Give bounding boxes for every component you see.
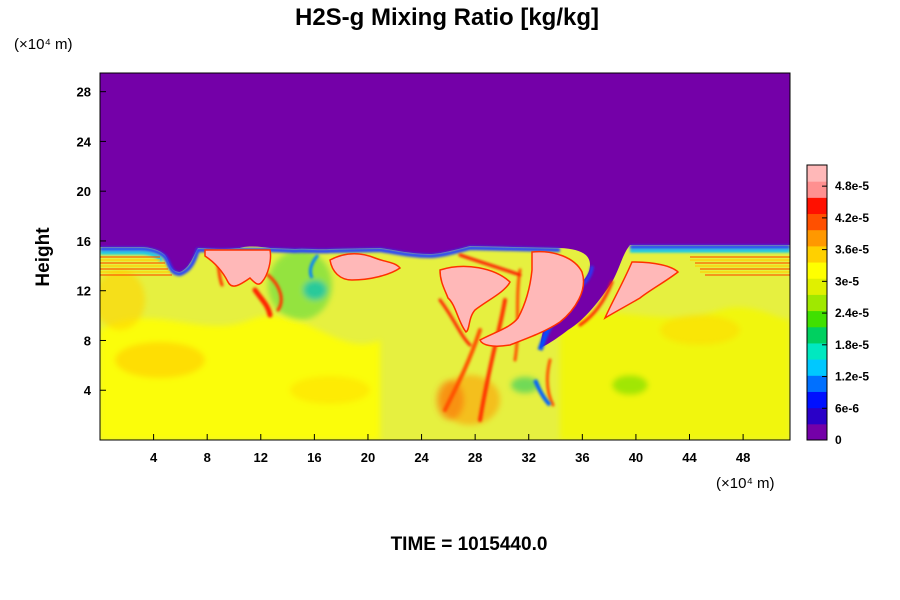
y-tick-label: 28	[77, 85, 91, 100]
plot-area	[100, 73, 790, 440]
x-tick-label: 12	[254, 450, 268, 465]
colorbar-band	[807, 165, 827, 182]
x-tick-label: 40	[629, 450, 643, 465]
field-patch	[100, 270, 145, 330]
eddy	[308, 254, 320, 279]
colorbar-band	[807, 213, 827, 231]
chart-title: H2S-g Mixing Ratio [kg/kg]	[295, 4, 599, 31]
field-patch	[290, 376, 370, 404]
x-axis: 4 8 12 16 20 24 28 32 36 40 44 48	[150, 434, 750, 465]
y-tick-label: 16	[77, 234, 91, 249]
colorbar-band	[807, 278, 827, 295]
pink-plumes	[204, 249, 680, 347]
filament	[545, 358, 555, 407]
colorbar-tick-label: 2.4e-5	[835, 306, 869, 320]
wave-stripe	[690, 256, 790, 276]
x-tick-label: 8	[204, 450, 211, 465]
x-unit-label: (×10⁴ m)	[716, 475, 775, 492]
pink-plume	[204, 249, 272, 287]
y-tick-label: 8	[84, 333, 91, 348]
filament	[478, 298, 507, 422]
field-patch	[303, 280, 327, 300]
colorbar-band	[807, 391, 827, 409]
x-tick-label: 28	[468, 450, 482, 465]
colorbar-band	[807, 229, 827, 247]
filament	[513, 268, 522, 362]
filament	[266, 273, 283, 312]
time-label: TIME = 1015440.0	[391, 534, 548, 555]
y-tick-label: 12	[77, 284, 91, 299]
colorbar-band	[807, 181, 827, 198]
pink-plume	[479, 250, 585, 347]
colorbar-band	[807, 359, 827, 376]
y-tick-label: 24	[77, 134, 92, 149]
filament	[458, 253, 522, 277]
x-tick-label: 44	[682, 450, 697, 465]
colorbar-band	[807, 294, 827, 312]
filament	[252, 287, 273, 318]
filament	[578, 280, 614, 327]
y-tick-label: 4	[84, 383, 92, 398]
colorbar-tick-label: 4.8e-5	[835, 179, 869, 193]
y-axis: 4 8 12 16 20 24 28	[77, 85, 106, 398]
colorbar-tick-label: 6e-6	[835, 401, 859, 415]
colorbar-tick-label: 1.2e-5	[835, 370, 869, 384]
y-axis-label: Height	[33, 227, 54, 287]
wave-stripe	[100, 259, 170, 273]
wave-stripes	[100, 256, 790, 276]
eddy	[533, 379, 552, 407]
colorbar-frame	[806, 164, 828, 441]
x-tick-label: 24	[414, 450, 429, 465]
colorbar-tick-label: 1.8e-5	[835, 338, 869, 352]
pink-plume	[329, 253, 402, 281]
filament	[438, 298, 472, 347]
field-patch	[660, 315, 740, 345]
colorbar-band	[807, 310, 827, 328]
colorbar-band	[807, 262, 827, 279]
colorbar-band	[807, 375, 827, 392]
wave-stripe	[690, 259, 790, 273]
x-tick-label: 48	[736, 450, 750, 465]
y-unit-label: (×10⁴ m)	[14, 36, 73, 53]
colorbar-band	[807, 197, 827, 215]
colorbar-tick-label: 4.2e-5	[835, 211, 869, 225]
colorbar: 0 6e-6 1.2e-5 1.8e-5 2.4e-5 3e-5 3.6e-5 4.2e-5 4…	[806, 164, 869, 447]
field-patch	[115, 342, 205, 378]
x-tick-label: 16	[307, 450, 321, 465]
red-filaments	[213, 253, 614, 422]
colorbar-band	[807, 342, 827, 360]
colorbar-band	[807, 423, 827, 441]
y-tick-label: 20	[77, 184, 91, 199]
x-tick-label: 20	[361, 450, 375, 465]
x-tick-label: 36	[575, 450, 589, 465]
pink-plume	[603, 261, 680, 320]
field-texture	[100, 250, 790, 440]
blue-eddies	[308, 254, 552, 407]
wave-stripe	[100, 256, 172, 276]
filament	[443, 328, 482, 412]
interface-line	[100, 249, 790, 263]
x-tick-label: 4	[150, 450, 158, 465]
field-patch	[268, 250, 332, 320]
field-patch	[511, 377, 539, 393]
pink-plume	[439, 265, 511, 333]
field-patch	[612, 375, 648, 395]
upper-region	[100, 73, 790, 348]
colorbar-tick-label: 3e-5	[835, 274, 859, 288]
colorbar-band	[807, 326, 827, 344]
field-patch	[560, 307, 790, 440]
x-tick-label: 32	[522, 450, 536, 465]
plot-frame	[99, 72, 791, 441]
colorbar-tick-label: 3.6e-5	[835, 243, 869, 257]
colorbar-band	[807, 407, 827, 425]
colorbar-tick-label: 0	[835, 433, 842, 447]
colorbar-band	[807, 245, 827, 263]
